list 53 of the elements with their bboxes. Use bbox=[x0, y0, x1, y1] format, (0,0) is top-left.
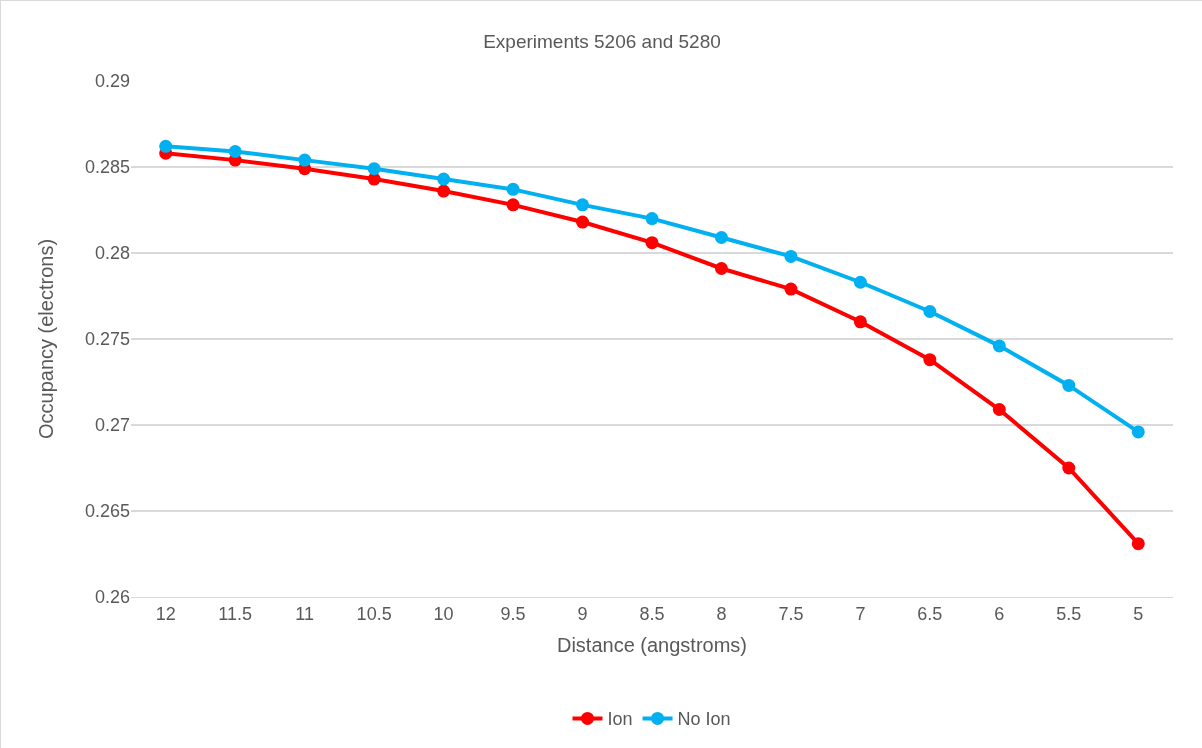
point bbox=[645, 236, 659, 250]
point bbox=[367, 162, 381, 176]
x-tick-label: 5.5 bbox=[1056, 603, 1082, 624]
x-tick-label: 8.5 bbox=[639, 603, 665, 624]
y-tick-label: 0.29 bbox=[94, 71, 130, 92]
y-tick-label: 0.26 bbox=[94, 587, 130, 608]
point bbox=[159, 139, 173, 153]
point bbox=[923, 353, 937, 367]
point bbox=[298, 153, 312, 167]
x-tick-label: 10.5 bbox=[356, 603, 392, 624]
point bbox=[992, 339, 1006, 353]
point bbox=[576, 198, 590, 212]
y-axis-title: Occupancy (electrons) bbox=[35, 238, 58, 440]
point bbox=[853, 315, 867, 329]
y-tick-label: 0.28 bbox=[94, 243, 130, 264]
point bbox=[1131, 537, 1145, 551]
y-tick-label: 0.27 bbox=[94, 415, 130, 436]
point bbox=[784, 249, 798, 263]
legend-label: Ion bbox=[607, 709, 633, 730]
point bbox=[992, 403, 1006, 417]
point bbox=[853, 275, 867, 289]
y-tick-label: 0.275 bbox=[84, 329, 130, 350]
x-tick-label: 9.5 bbox=[500, 603, 526, 624]
point bbox=[576, 215, 590, 229]
x-tick-label: 10 bbox=[433, 603, 454, 624]
point bbox=[714, 261, 728, 275]
x-tick-label: 8 bbox=[716, 603, 727, 624]
x-tick-label: 9 bbox=[577, 603, 588, 624]
legend-label: No Ion bbox=[677, 709, 731, 730]
point bbox=[228, 145, 242, 159]
y-tick-label: 0.285 bbox=[84, 157, 130, 178]
point bbox=[714, 231, 728, 245]
x-tick-label: 5 bbox=[1133, 603, 1144, 624]
point bbox=[1062, 461, 1076, 475]
point bbox=[437, 172, 451, 186]
point bbox=[1131, 425, 1145, 439]
x-tick-label: 11 bbox=[295, 603, 315, 624]
point bbox=[645, 212, 659, 226]
x-tick-label: 7.5 bbox=[778, 603, 804, 624]
x-axis-title: Distance (angstroms) bbox=[556, 634, 748, 657]
x-tick-label: 12 bbox=[155, 603, 176, 624]
x-tick-label: 6.5 bbox=[917, 603, 943, 624]
point bbox=[923, 304, 937, 318]
x-tick-label: 11.5 bbox=[218, 603, 253, 624]
point bbox=[506, 198, 520, 212]
point bbox=[506, 182, 520, 196]
y-tick-label: 0.265 bbox=[84, 501, 130, 522]
x-tick-label: 6 bbox=[994, 603, 1005, 624]
point bbox=[784, 282, 798, 296]
point bbox=[437, 184, 451, 198]
point bbox=[1062, 378, 1076, 392]
chart-title: Experiments 5206 and 5280 bbox=[483, 30, 721, 52]
x-tick-label: 7 bbox=[855, 603, 866, 624]
